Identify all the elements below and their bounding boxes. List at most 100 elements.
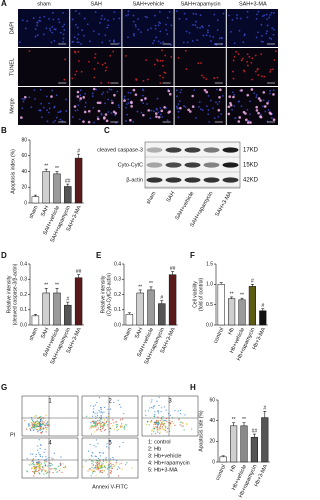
tunel-cell — [144, 97, 147, 100]
nucleus — [207, 109, 210, 111]
tunel-cell — [101, 63, 104, 66]
event — [31, 426, 33, 428]
event — [106, 473, 109, 475]
event — [162, 424, 164, 426]
nucleus — [96, 115, 99, 118]
significance: ## — [76, 269, 82, 275]
event — [161, 426, 163, 428]
event — [45, 414, 47, 417]
row-label: Merge — [9, 98, 15, 114]
event — [92, 467, 94, 469]
event — [119, 419, 122, 421]
tunel-cell — [164, 54, 167, 57]
event — [89, 427, 91, 429]
event — [159, 429, 161, 431]
tunel-cell — [74, 51, 77, 54]
nucleus — [166, 16, 169, 19]
event — [112, 463, 114, 466]
event — [37, 431, 39, 433]
tunel-cell — [191, 105, 195, 108]
nucleus — [112, 18, 115, 20]
nucleus — [74, 10, 77, 12]
event — [102, 452, 104, 454]
bar — [230, 425, 238, 463]
event — [35, 428, 37, 430]
tunel-cell — [272, 68, 274, 71]
blot-band — [165, 177, 182, 183]
bar — [136, 292, 144, 326]
tunel-cell — [123, 99, 126, 102]
event — [30, 464, 32, 466]
event — [94, 421, 96, 424]
nucleus — [272, 33, 275, 36]
nucleus — [271, 27, 274, 29]
event — [63, 466, 65, 469]
panel-label: F — [190, 251, 195, 260]
event — [39, 464, 41, 466]
event — [107, 415, 110, 418]
event — [31, 420, 34, 422]
tunel-cell — [203, 88, 207, 92]
event — [95, 456, 97, 458]
nucleus — [77, 104, 80, 107]
event — [155, 426, 157, 428]
event — [90, 421, 93, 423]
event — [121, 423, 123, 425]
tunel-cell — [105, 119, 109, 123]
event — [96, 468, 98, 470]
tunel-cell — [156, 58, 158, 61]
y-tick-label: 40 — [209, 418, 215, 424]
event — [152, 407, 154, 409]
nucleus — [84, 105, 87, 108]
nucleus — [256, 13, 258, 16]
bar — [31, 315, 40, 326]
event — [149, 421, 152, 423]
flow-legend: 5: Hb+3-MA — [148, 467, 178, 473]
tunel-cell — [246, 93, 250, 97]
nucleus — [260, 23, 263, 26]
nucleus — [191, 40, 194, 42]
event — [28, 425, 30, 427]
nucleus — [24, 27, 27, 30]
plot-number: 4 — [48, 441, 52, 447]
nucleus — [188, 32, 191, 34]
nucleus — [255, 96, 258, 99]
event — [96, 463, 98, 465]
event — [35, 421, 37, 423]
event — [109, 427, 111, 429]
event — [89, 467, 91, 470]
event — [100, 429, 102, 431]
event — [39, 466, 41, 468]
event — [31, 467, 33, 469]
nucleus — [196, 39, 199, 41]
significance: ** — [149, 281, 153, 287]
significance: ** — [230, 291, 234, 297]
nucleus — [267, 100, 270, 102]
event — [93, 420, 95, 422]
event — [59, 464, 62, 466]
event — [37, 428, 39, 431]
event — [45, 419, 47, 422]
tunel-cell — [98, 101, 102, 105]
nucleus — [32, 17, 35, 20]
event — [34, 415, 36, 417]
event — [92, 411, 94, 413]
event — [131, 467, 133, 469]
event — [152, 425, 155, 428]
event — [107, 420, 109, 422]
tunel-cell — [238, 116, 242, 119]
tunel-cell — [129, 118, 132, 122]
panel-label: D — [1, 251, 7, 260]
flow-y-label: PI — [10, 432, 16, 438]
event — [99, 471, 101, 473]
nucleus — [195, 13, 198, 16]
significance: ** — [242, 417, 246, 423]
event — [45, 431, 47, 433]
event — [109, 431, 111, 433]
tunel-cell — [266, 102, 269, 105]
nucleus — [230, 30, 232, 33]
tunel-cell — [248, 55, 251, 58]
tunel-cell — [96, 117, 100, 121]
y-tick-label: 1.5 — [206, 261, 213, 267]
event — [28, 423, 30, 425]
